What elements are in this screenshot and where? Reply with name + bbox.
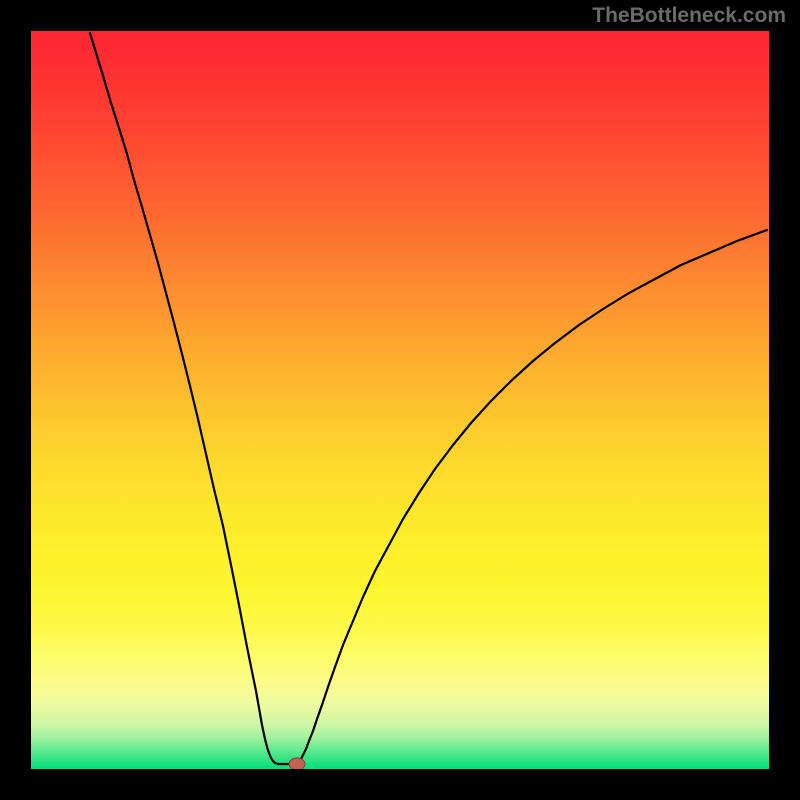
minimum-marker xyxy=(289,758,305,769)
watermark-text: TheBottleneck.com xyxy=(592,4,786,28)
curve-line xyxy=(90,33,767,764)
plot-area xyxy=(31,31,769,769)
line-chart xyxy=(31,31,769,769)
